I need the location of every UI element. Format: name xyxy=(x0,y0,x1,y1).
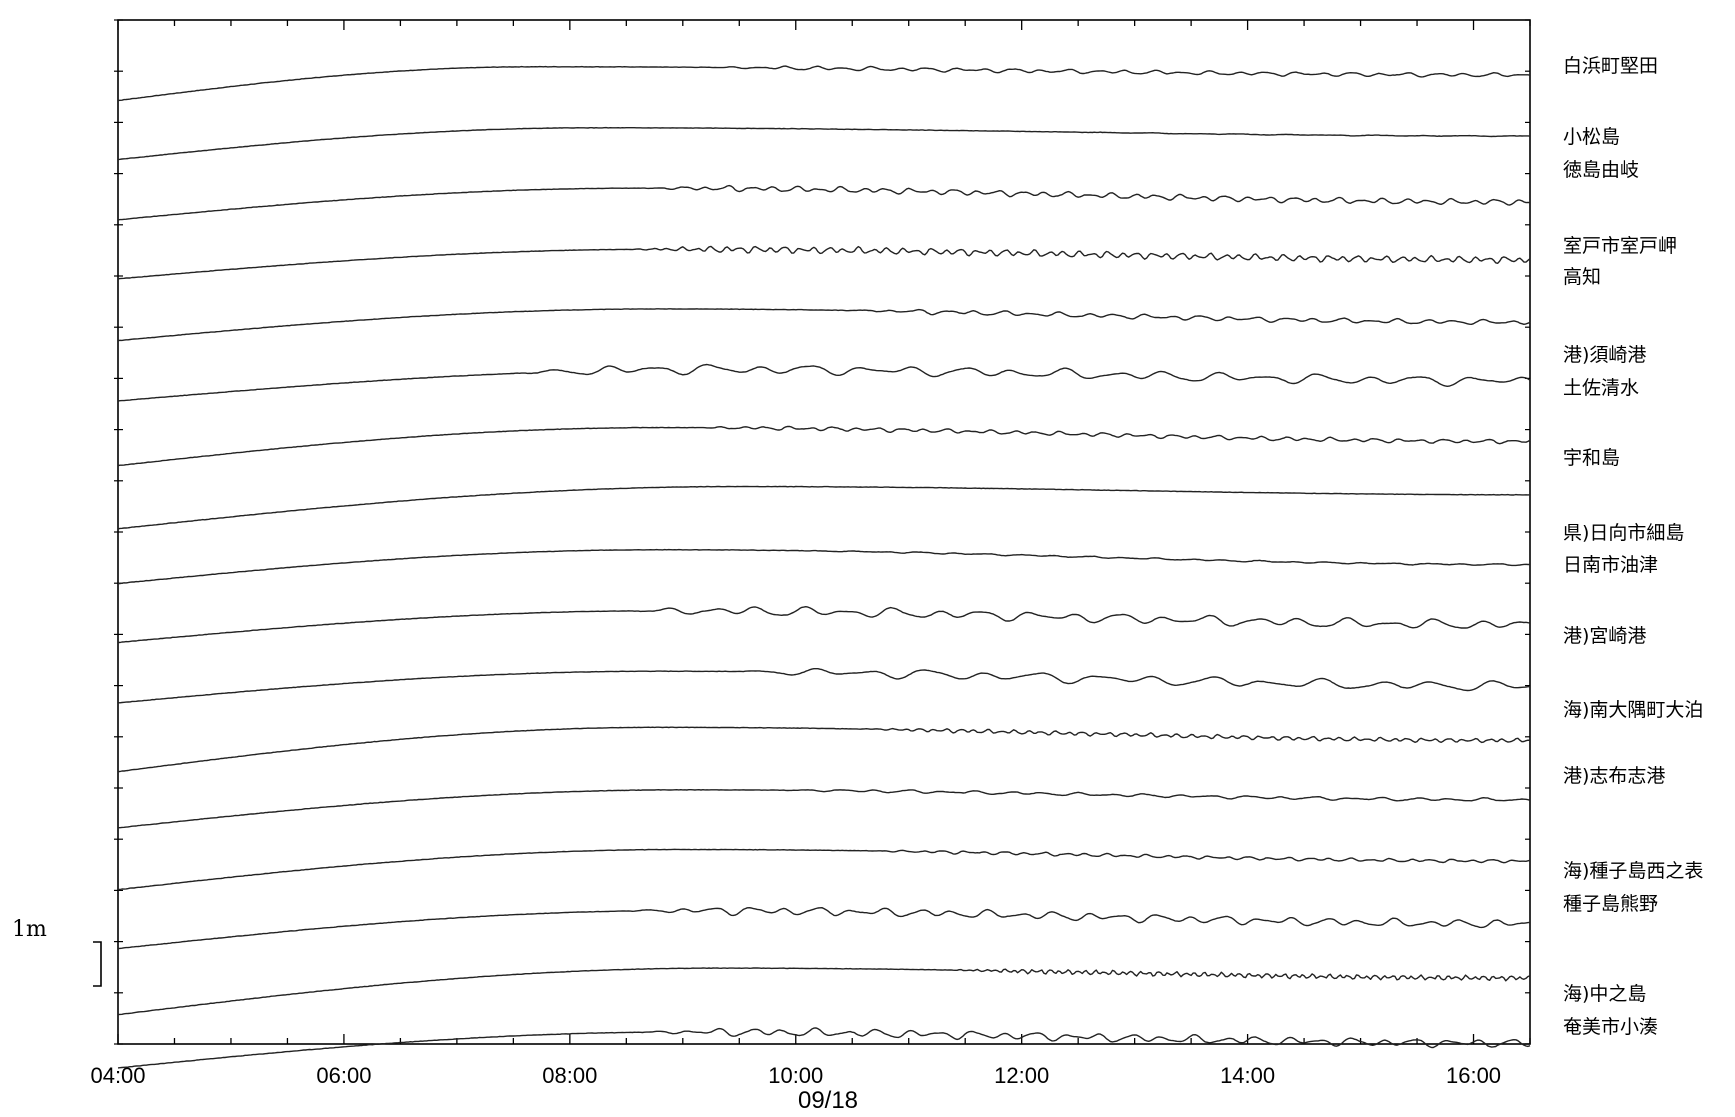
trace-line xyxy=(117,606,1531,644)
trace-line xyxy=(117,1027,1531,1069)
x-tick-label: 12:00 xyxy=(994,1063,1049,1088)
trace-line xyxy=(117,485,1531,530)
scale-bar-bracket xyxy=(93,941,102,987)
trace-line xyxy=(117,308,1531,342)
trace-line xyxy=(117,967,1531,1016)
x-tick-label: 14:00 xyxy=(1220,1063,1275,1088)
x-tick-labels: 04:00 06:00 08:00 10:00 12:00 14:00 16:00 xyxy=(90,1063,1501,1088)
station-label: 海)南大隅町大泊 xyxy=(1563,699,1703,721)
station-label: 種子島熊野 xyxy=(1563,893,1658,915)
x-tick-label: 08:00 xyxy=(542,1063,597,1088)
station-label: 土佐清水 xyxy=(1563,377,1639,399)
station-label: 奄美市小湊 xyxy=(1563,1016,1658,1038)
plot-border xyxy=(117,19,1531,1045)
station-label: 港)志布志港 xyxy=(1563,765,1665,787)
station-label: 徳島由岐 xyxy=(1563,159,1639,181)
axis-ticks xyxy=(114,19,1531,1045)
scale-bar xyxy=(93,941,102,987)
station-label: 海)種子島西之表 xyxy=(1563,860,1703,882)
station-label: 日南市油津 xyxy=(1563,554,1658,576)
station-label: 室戸市室戸岬 xyxy=(1563,235,1677,257)
station-label: 県)日向市細島 xyxy=(1563,522,1684,544)
station-label: 港)須崎港 xyxy=(1563,344,1646,366)
station-label: 港)宮崎港 xyxy=(1563,625,1646,647)
station-label: 宇和島 xyxy=(1563,447,1620,469)
x-tick-label: 10:00 xyxy=(768,1063,823,1088)
plot-frame xyxy=(117,19,1531,1045)
trace-line xyxy=(117,65,1531,102)
date-label: 09/18 xyxy=(798,1087,858,1114)
trace-line xyxy=(117,907,1531,950)
station-label: 小松島 xyxy=(1563,126,1620,148)
trace-line xyxy=(117,126,1531,161)
trace-line xyxy=(117,548,1530,585)
station-label: 高知 xyxy=(1563,266,1601,288)
trace-line xyxy=(117,245,1531,280)
trace-line xyxy=(117,668,1530,704)
station-label: 白浜町堅田 xyxy=(1563,55,1658,77)
trace-line xyxy=(118,848,1531,891)
x-tick-label: 04:00 xyxy=(90,1063,145,1088)
scale-bar-label: 1m xyxy=(12,917,47,942)
trace-line xyxy=(117,726,1531,773)
trace-line xyxy=(117,425,1531,467)
station-label: 海)中之島 xyxy=(1563,983,1646,1005)
trace-line xyxy=(117,184,1531,221)
trace-line xyxy=(117,363,1531,402)
x-tick-label: 06:00 xyxy=(316,1063,371,1088)
waveform-traces xyxy=(117,65,1531,1069)
x-tick-label: 16:00 xyxy=(1446,1063,1501,1088)
trace-line xyxy=(118,789,1531,829)
station-labels: 白浜町堅田小松島徳島由岐室戸市室戸岬高知港)須崎港土佐清水宇和島県)日向市細島日… xyxy=(1563,55,1703,1038)
